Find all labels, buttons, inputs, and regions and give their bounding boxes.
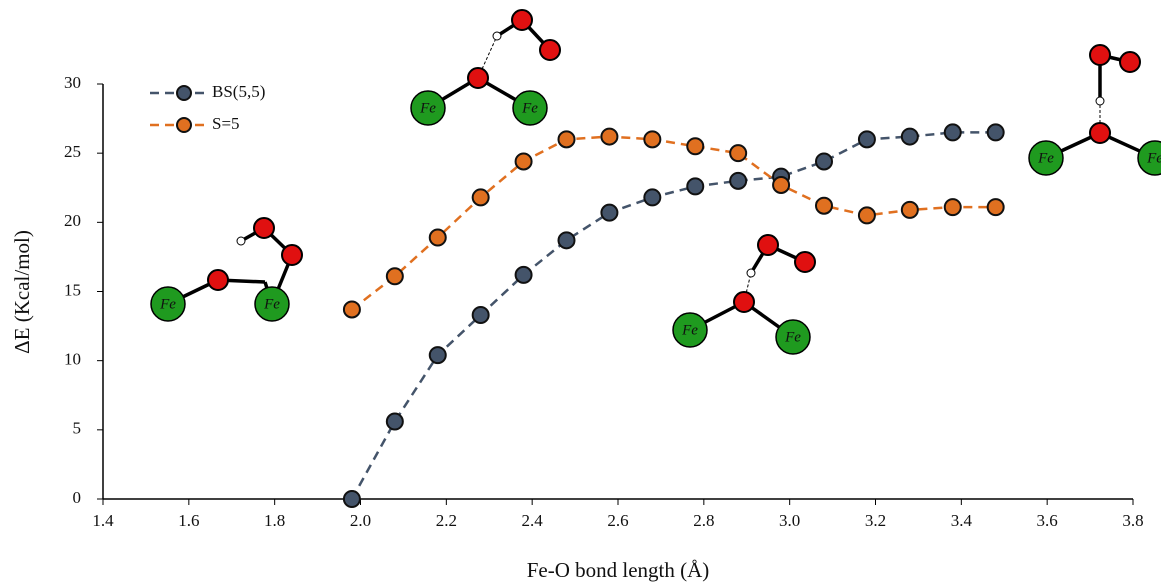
molecule: Fe Fe (410, 9, 561, 126)
data-point (342, 490, 361, 508)
y-tick-label: 15 (64, 280, 81, 299)
data-point (943, 123, 962, 142)
fe-atom (254, 286, 290, 322)
molecule: Fe Fe (672, 234, 816, 355)
y-tick-label: 25 (64, 142, 81, 161)
data-point (686, 137, 705, 156)
x-tick-label: 2.0 (350, 511, 371, 530)
data-point (857, 130, 876, 149)
fe-label: Fe (784, 329, 801, 345)
data-point (600, 203, 619, 222)
y-tick-label: 30 (64, 73, 81, 92)
x-tick-label: 3.6 (1037, 511, 1058, 530)
o-atom (794, 251, 816, 273)
legend-label: S=5 (212, 114, 240, 133)
data-point (385, 267, 404, 286)
data-point (342, 300, 361, 319)
x-tick-label: 3.2 (865, 511, 886, 530)
h-atom (492, 31, 502, 41)
data-point (643, 130, 662, 149)
o-atom (511, 9, 533, 31)
fe-atom (512, 90, 548, 126)
fe-atom (672, 312, 708, 348)
fe-atom (1137, 140, 1161, 176)
data-point (471, 188, 490, 207)
h-atom (236, 236, 246, 246)
fe-label: Fe (263, 296, 280, 312)
o-atom (1089, 44, 1111, 66)
h-atom (1095, 96, 1105, 106)
legend-marker (176, 117, 192, 133)
x-tick-label: 2.2 (436, 511, 457, 530)
data-point (772, 175, 791, 194)
x-tick-label: 2.6 (607, 511, 628, 530)
data-point (428, 346, 447, 365)
o-atom (253, 217, 275, 239)
x-tick-label: 3.0 (779, 511, 800, 530)
y-axis-label: ΔE (Kcal/mol) (10, 230, 34, 354)
fe-label: Fe (1037, 150, 1054, 166)
fe-atom (410, 90, 446, 126)
o-atom (733, 291, 755, 313)
molecule: Fe Fe (1028, 44, 1161, 176)
data-point (943, 198, 962, 217)
y-tick-label: 0 (73, 488, 82, 507)
series-line (350, 131, 996, 500)
data-point (600, 127, 619, 146)
x-tick-label: 1.6 (178, 511, 199, 530)
data-point (557, 231, 576, 250)
x-tick-label: 1.8 (264, 511, 285, 530)
data-point (986, 198, 1005, 217)
y-tick-label: 20 (64, 211, 81, 230)
fe-label: Fe (159, 296, 176, 312)
o-atom (281, 244, 303, 266)
data-point (643, 188, 662, 207)
data-point (986, 123, 1005, 142)
o-atom (207, 269, 229, 291)
data-point (514, 265, 533, 284)
y-tick-label: 10 (64, 350, 81, 369)
data-point (815, 152, 833, 171)
data-point (471, 306, 490, 325)
data-point (815, 196, 833, 215)
data-point (900, 127, 919, 146)
data-point (557, 130, 576, 149)
series-line (351, 135, 996, 311)
data-point (686, 177, 705, 196)
legend-label: BS(5,5) (212, 82, 265, 101)
x-tick-label: 3.4 (951, 511, 973, 530)
fe-label: Fe (681, 322, 698, 338)
fe-label: Fe (419, 100, 436, 116)
x-tick-label: 2.8 (693, 511, 714, 530)
o-atom (1119, 51, 1141, 73)
data-point (385, 412, 404, 431)
fe-atom (1028, 140, 1064, 176)
data-point (428, 228, 447, 247)
data-point (857, 206, 876, 225)
o-atom (1089, 122, 1111, 144)
x-tick-label: 3.8 (1122, 511, 1143, 530)
data-point (729, 144, 748, 163)
x-tick-label: 2.4 (522, 511, 544, 530)
x-axis-label: Fe-O bond length (Å) (527, 558, 710, 582)
molecule: Fe Fe (150, 217, 303, 322)
data-point (729, 171, 748, 190)
fe-atom (150, 286, 186, 322)
o-atom (467, 67, 489, 89)
y-tick-label: 5 (73, 419, 82, 438)
fe-atom (775, 319, 811, 355)
fe-label: Fe (521, 100, 538, 116)
fe-label: Fe (1146, 150, 1161, 166)
data-point (900, 200, 919, 219)
o-atom (757, 234, 779, 256)
x-tick-label: 1.4 (92, 511, 114, 530)
data-point (514, 152, 533, 171)
h-atom (746, 268, 756, 278)
legend-marker (176, 85, 192, 101)
o-atom (539, 39, 561, 61)
